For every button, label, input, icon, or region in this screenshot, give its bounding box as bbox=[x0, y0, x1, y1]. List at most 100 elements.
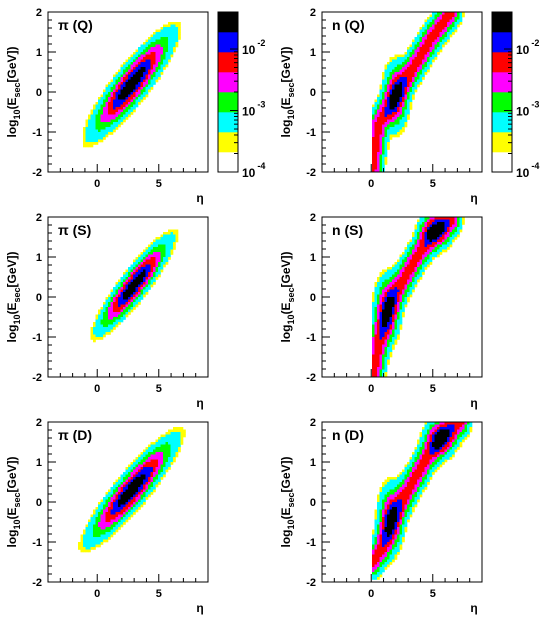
heatmap-cell bbox=[135, 92, 139, 95]
heatmap-cell bbox=[442, 37, 445, 40]
heatmap-cell bbox=[412, 484, 415, 488]
heatmap-cell bbox=[389, 494, 393, 498]
x-tick-label: 5 bbox=[156, 383, 162, 395]
heatmap-cell bbox=[158, 439, 161, 443]
heatmap-cell bbox=[379, 334, 383, 338]
heatmap-cell bbox=[407, 274, 410, 278]
heatmap-cell bbox=[113, 289, 116, 293]
heatmap-cell bbox=[389, 77, 393, 80]
heatmap-cell bbox=[175, 39, 179, 43]
heatmap-cell bbox=[457, 422, 460, 425]
heatmap-cell bbox=[108, 312, 111, 315]
heatmap-cell bbox=[100, 527, 104, 530]
heatmap-cell bbox=[439, 232, 443, 235]
heatmap-cell bbox=[133, 287, 136, 290]
heatmap-cell bbox=[88, 132, 91, 135]
heatmap-cell bbox=[387, 114, 390, 118]
heatmap-cell bbox=[160, 34, 164, 38]
heatmap-cell bbox=[409, 464, 413, 468]
heatmap-cell bbox=[165, 52, 169, 55]
heatmap-cell bbox=[140, 474, 144, 478]
heatmap-cell bbox=[389, 549, 393, 553]
heatmap-cell bbox=[372, 169, 375, 173]
heatmap-cell bbox=[424, 219, 428, 223]
heatmap-cell bbox=[409, 49, 413, 53]
heatmap-cell bbox=[83, 137, 86, 140]
heatmap-cell bbox=[130, 64, 134, 68]
heatmap-cell bbox=[422, 62, 425, 65]
heatmap-cell bbox=[175, 444, 179, 448]
heatmap-cell bbox=[130, 287, 134, 290]
heatmap-cell bbox=[387, 142, 390, 145]
heatmap-cell bbox=[382, 354, 385, 358]
heatmap-cell bbox=[123, 302, 126, 305]
heatmap-cell bbox=[377, 354, 380, 358]
heatmap-cell bbox=[384, 342, 388, 345]
heatmap-cell bbox=[153, 462, 156, 465]
heatmap-cell bbox=[424, 37, 428, 40]
heatmap-cell bbox=[434, 429, 438, 433]
heatmap-cell bbox=[447, 32, 450, 35]
y-tick-label: -2 bbox=[32, 167, 42, 179]
heatmap-cell bbox=[412, 49, 415, 53]
heatmap-cell bbox=[374, 357, 378, 360]
heatmap-cell bbox=[128, 514, 131, 518]
heatmap-cell bbox=[459, 14, 463, 18]
heatmap-cell bbox=[419, 269, 423, 273]
heatmap-cell bbox=[417, 79, 420, 83]
heatmap-cell bbox=[419, 54, 423, 58]
heatmap-cell bbox=[382, 569, 385, 573]
heatmap-cell bbox=[108, 114, 111, 118]
heatmap-cell bbox=[118, 77, 121, 80]
heatmap-cell bbox=[135, 59, 139, 63]
heatmap-cell bbox=[165, 54, 169, 58]
heatmap-cell bbox=[427, 22, 430, 25]
heatmap-cell bbox=[372, 157, 375, 160]
heatmap-cell bbox=[394, 64, 398, 68]
heatmap-cell bbox=[404, 57, 408, 60]
heatmap-cell bbox=[118, 312, 121, 315]
heatmap-cell bbox=[170, 429, 174, 433]
heatmap-cell bbox=[424, 72, 428, 75]
heatmap-cell bbox=[404, 497, 408, 500]
heatmap-cell bbox=[155, 249, 159, 253]
heatmap-cell bbox=[424, 42, 428, 45]
heatmap-cell bbox=[389, 477, 393, 480]
panel-label: π (D) bbox=[58, 427, 92, 443]
heatmap-cell bbox=[100, 124, 104, 128]
heatmap-cell bbox=[402, 529, 405, 533]
heatmap-cell bbox=[170, 252, 174, 255]
heatmap-cell bbox=[414, 52, 418, 55]
heatmap-cell bbox=[432, 457, 435, 460]
heatmap-cell bbox=[392, 57, 395, 60]
heatmap-cell bbox=[118, 302, 121, 305]
heatmap-cell bbox=[444, 422, 448, 425]
heatmap-cell bbox=[462, 422, 465, 425]
heatmap-cell bbox=[128, 102, 131, 105]
heatmap-cell bbox=[407, 472, 410, 475]
heatmap-cell bbox=[389, 547, 393, 550]
heatmap-cell bbox=[402, 309, 405, 313]
heatmap-cell bbox=[419, 57, 423, 60]
heatmap-cell bbox=[125, 309, 129, 313]
heatmap-cell bbox=[158, 32, 161, 35]
heatmap-cell bbox=[407, 49, 410, 53]
heatmap-cell bbox=[125, 312, 129, 315]
heatmap-cell bbox=[118, 504, 121, 508]
heatmap-cell bbox=[449, 447, 453, 450]
heatmap-cell bbox=[143, 282, 146, 285]
heatmap-cell bbox=[437, 459, 440, 463]
heatmap-cell bbox=[384, 549, 388, 553]
heatmap-cell bbox=[434, 434, 438, 438]
heatmap-cell bbox=[434, 32, 438, 35]
heatmap-cell bbox=[429, 32, 433, 35]
heatmap-cell bbox=[382, 327, 385, 330]
heatmap-cell bbox=[382, 522, 385, 525]
heatmap-cell bbox=[165, 47, 169, 50]
heatmap-cell bbox=[399, 522, 403, 525]
heatmap-cell bbox=[417, 84, 420, 88]
heatmap-cell bbox=[128, 92, 131, 95]
heatmap-cell bbox=[419, 232, 423, 235]
heatmap-cell bbox=[150, 252, 154, 255]
heatmap-cell bbox=[115, 494, 119, 498]
